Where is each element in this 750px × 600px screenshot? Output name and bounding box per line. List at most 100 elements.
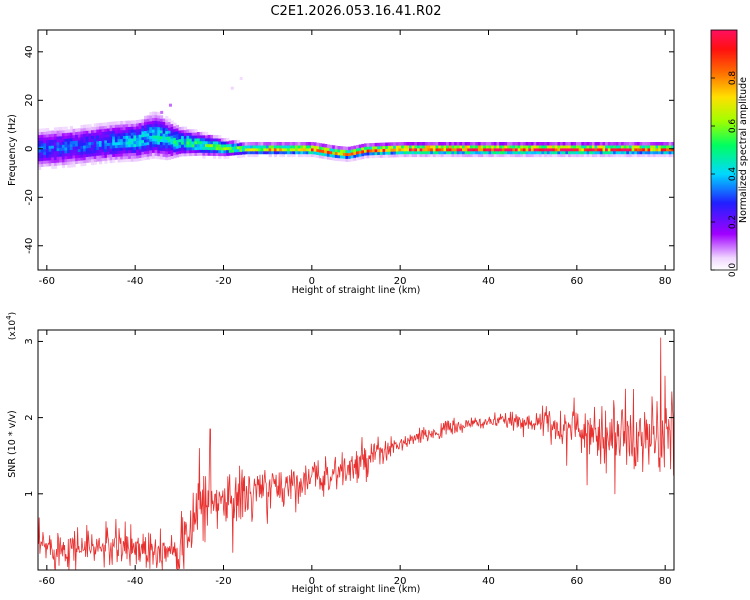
- heatmap-cell: [464, 147, 468, 152]
- heatmap-cell: [562, 150, 566, 155]
- heatmap-cell: [53, 139, 58, 143]
- heatmap-cell: [96, 143, 100, 148]
- heatmap-cell: [122, 158, 127, 163]
- heatmap-cell: [104, 139, 108, 144]
- heatmap-cell: [114, 144, 119, 149]
- heatmap-cell: [93, 149, 97, 154]
- heatmap-cell: [138, 157, 142, 161]
- heatmap-cell: [53, 127, 58, 131]
- heatmap-cell: [634, 153, 638, 158]
- heatmap-cell: [629, 147, 633, 152]
- heatmap-cell: [406, 142, 410, 146]
- heatmap-cell: [106, 125, 111, 129]
- heatmap-cell: [332, 154, 336, 158]
- heatmap-cell: [59, 144, 63, 149]
- heatmap-cell: [252, 144, 256, 149]
- heatmap-cell: [602, 147, 606, 152]
- heatmap-cell: [53, 142, 58, 146]
- heatmap-cell: [342, 158, 347, 162]
- heatmap-cell: [236, 154, 241, 158]
- heatmap-cell: [170, 123, 174, 128]
- heatmap-cell: [181, 138, 185, 142]
- heatmap-cell: [591, 147, 596, 152]
- heatmap-cell: [546, 147, 551, 152]
- heatmap-cell: [303, 147, 307, 152]
- heatmap-cell: [255, 147, 259, 152]
- heatmap-cell: [520, 150, 524, 155]
- heatmap-cell: [83, 136, 87, 140]
- heatmap-cell: [303, 150, 307, 155]
- heatmap-cell: [53, 159, 58, 163]
- heatmap-cell: [424, 147, 429, 152]
- top-y-axis-label: Frequency (Hz): [7, 114, 18, 186]
- heatmap-cell: [244, 145, 248, 149]
- heatmap-cell: [438, 144, 442, 149]
- heatmap-cell: [101, 145, 105, 150]
- heatmap-cell: [88, 135, 92, 140]
- heatmap-cell: [631, 144, 635, 149]
- heatmap-cell: [464, 150, 468, 155]
- heatmap-cell: [440, 153, 445, 158]
- heatmap-cell: [152, 114, 156, 119]
- heatmap-cell: [106, 122, 111, 126]
- heatmap-cell: [59, 153, 63, 157]
- heatmap-cell: [459, 142, 463, 146]
- heatmap-cell: [565, 150, 569, 155]
- x-tick-label: 60: [570, 576, 583, 587]
- heatmap-cell: [236, 145, 241, 150]
- heatmap-cell: [422, 142, 426, 146]
- heatmap-cell: [46, 148, 50, 152]
- heatmap-cell: [557, 153, 561, 158]
- heatmap-cell: [56, 135, 60, 140]
- heatmap-cell: [207, 134, 211, 139]
- heatmap-cell: [157, 112, 161, 116]
- heatmap-cell: [366, 149, 370, 153]
- heatmap-cell: [623, 142, 627, 146]
- heatmap-cell: [149, 149, 153, 154]
- heatmap-cell: [615, 153, 619, 158]
- heatmap-cell: [602, 142, 606, 146]
- heatmap-cell: [109, 121, 113, 126]
- heatmap-cell: [260, 147, 264, 152]
- heatmap-cell: [390, 154, 394, 158]
- colorbar-ticks: 0.00.20.40.60.8: [711, 71, 738, 277]
- heatmap-cell: [493, 144, 498, 149]
- heatmap-cell: [305, 142, 309, 146]
- heatmap-cell: [369, 146, 373, 150]
- heatmap-cell: [106, 148, 111, 152]
- heatmap-cell: [69, 143, 74, 148]
- heatmap-cell: [284, 144, 288, 149]
- heatmap-cell: [181, 147, 185, 151]
- snr-frame: [37, 329, 675, 571]
- heatmap-cell: [417, 150, 421, 155]
- heatmap-cell: [170, 149, 174, 154]
- heatmap-cell: [69, 129, 74, 133]
- heatmap-cell: [138, 145, 142, 150]
- heatmap-cell: [69, 161, 74, 165]
- heatmap-cell: [85, 144, 89, 149]
- heatmap-cell: [305, 144, 309, 149]
- heatmap-cell: [663, 142, 667, 146]
- heatmap-cell: [671, 150, 674, 155]
- heatmap-cell: [356, 147, 360, 152]
- heatmap-cell: [544, 147, 548, 152]
- heatmap-cell: [660, 142, 665, 146]
- heatmap-cell: [194, 143, 198, 148]
- x-tick-label: 20: [394, 576, 407, 587]
- heatmap-cell: [530, 144, 535, 149]
- heatmap-cell: [210, 134, 214, 139]
- heatmap-cell: [91, 150, 95, 154]
- heatmap-cell: [634, 147, 638, 152]
- heatmap-cell: [181, 129, 185, 134]
- heatmap-cell: [138, 151, 142, 156]
- heatmap-cell: [353, 151, 357, 155]
- heatmap-cell: [72, 152, 76, 156]
- heatmap-cell: [644, 150, 649, 155]
- heatmap-cell: [38, 146, 42, 150]
- heatmap-cell: [501, 144, 506, 149]
- heatmap-cell: [141, 119, 145, 123]
- heatmap-cell: [599, 142, 604, 146]
- heatmap-cell: [128, 158, 132, 162]
- heatmap-cell: [459, 150, 463, 155]
- heatmap-cell: [146, 144, 150, 149]
